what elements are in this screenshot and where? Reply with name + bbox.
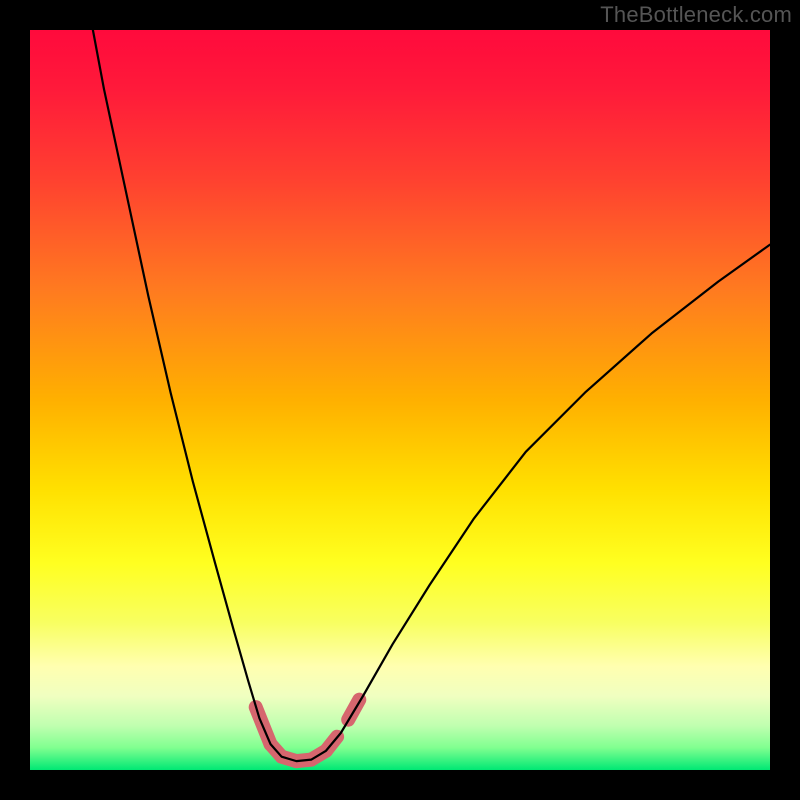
- plot-background: [30, 30, 770, 770]
- watermark-text: TheBottleneck.com: [600, 2, 792, 28]
- bottleneck-curve-chart: [0, 0, 800, 800]
- chart-container: TheBottleneck.com: [0, 0, 800, 800]
